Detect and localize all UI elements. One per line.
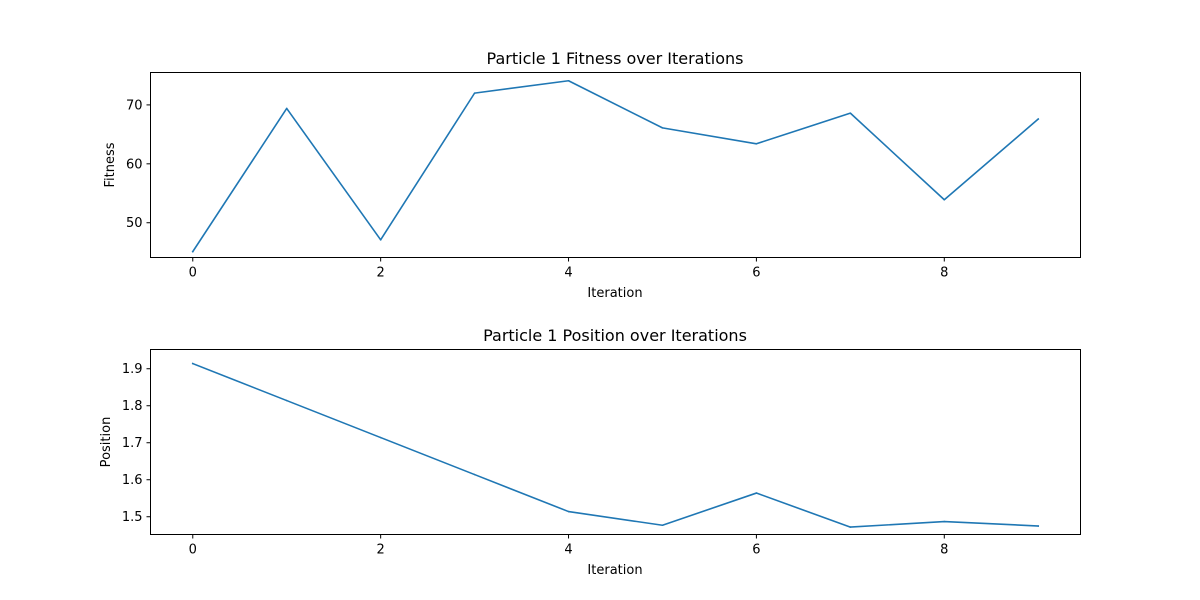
data-point — [379, 239, 382, 241]
x-tick-label: 4 — [564, 266, 572, 281]
y-axis-label: Position — [99, 417, 114, 468]
y-tick-label: 70 — [126, 98, 143, 113]
data-point — [473, 473, 476, 476]
y-axis-label: Fitness — [103, 142, 118, 187]
fitness-chart: Particle 1 Fitness over Iterations Itera… — [103, 49, 1081, 301]
data-point — [1037, 118, 1040, 120]
x-tick-label: 0 — [189, 543, 197, 558]
x-tick-label: 8 — [940, 266, 948, 281]
x-tick-label: 4 — [564, 543, 572, 558]
chart-title: Particle 1 Fitness over Iterations — [487, 49, 744, 68]
data-point — [661, 524, 664, 527]
x-tick-label: 2 — [377, 543, 385, 558]
data-point — [849, 112, 852, 114]
x-tick-label: 6 — [752, 266, 760, 281]
data-point — [943, 520, 946, 523]
data-point — [661, 127, 664, 129]
x-tick-label: 8 — [940, 543, 948, 558]
data-point — [755, 142, 758, 145]
y-tick-label: 50 — [126, 216, 143, 231]
data-point — [191, 250, 194, 253]
ticks: 0 2 4 6 8 1.5 1.6 1.7 1.8 1.9 — [122, 362, 949, 557]
y-tick-label: 1.6 — [122, 473, 143, 488]
x-tick-label: 0 — [189, 266, 197, 281]
ticks: 0 2 4 6 8 50 60 70 — [126, 98, 948, 280]
x-tick-label: 6 — [752, 543, 760, 558]
data-point — [379, 436, 382, 439]
data-point — [1037, 525, 1040, 527]
data-point — [191, 362, 194, 365]
series-line — [191, 362, 1040, 528]
data-point — [567, 79, 570, 82]
y-tick-label: 1.9 — [122, 362, 143, 377]
data-point — [755, 492, 758, 494]
plot-frame — [150, 349, 1081, 535]
series-line — [191, 79, 1040, 253]
data-point — [943, 198, 946, 201]
y-tick-label: 1.7 — [122, 436, 143, 451]
y-tick-label: 60 — [126, 157, 143, 172]
x-axis-label: Iteration — [587, 563, 642, 578]
chart-title: Particle 1 Position over Iterations — [483, 326, 747, 345]
y-tick-label: 1.8 — [122, 399, 143, 414]
data-point — [473, 92, 476, 94]
x-axis-label: Iteration — [587, 286, 642, 301]
data-points — [191, 79, 1040, 253]
data-point — [567, 510, 570, 513]
data-point — [285, 399, 288, 402]
plot-frame — [150, 72, 1081, 258]
x-tick-label: 2 — [377, 266, 385, 281]
data-point — [285, 107, 288, 110]
y-tick-label: 1.5 — [122, 510, 143, 525]
position-chart: Particle 1 Position over Iterations Iter… — [99, 326, 1081, 578]
data-points — [191, 362, 1040, 528]
data-point — [849, 526, 852, 528]
